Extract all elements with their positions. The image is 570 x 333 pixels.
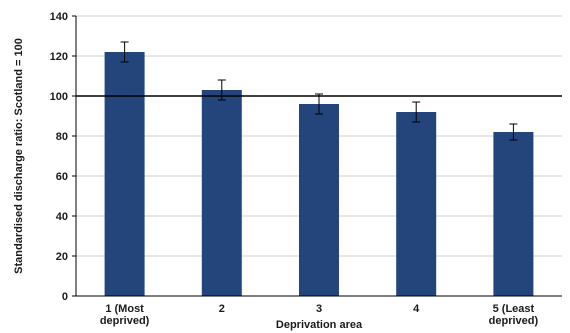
y-tick-labels: 0 20 40 60 80 100 120 140 (50, 11, 68, 303)
y-tick-label: 40 (56, 211, 68, 223)
error-bar (315, 93, 323, 115)
axes (72, 15, 562, 297)
y-tick-label: 140 (50, 11, 68, 23)
y-axis-title: Standardised discharge ratio: Scotland =… (13, 38, 25, 274)
x-category-label: 5 (Least deprived) (489, 303, 539, 327)
bars (104, 52, 534, 296)
x-category-labels: 1 (Most deprived) 2 3 4 5 (Least deprived) (100, 303, 539, 327)
bar (493, 132, 534, 296)
bar (201, 90, 242, 296)
y-tick-label: 120 (50, 51, 68, 63)
y-tick-label: 100 (50, 91, 68, 103)
x-category-label: 3 (316, 303, 322, 315)
x-axis-title: Deprivation area (276, 319, 363, 331)
error-bar (509, 123, 518, 141)
y-tick-label: 60 (56, 171, 68, 183)
y-tick-label: 20 (56, 251, 68, 263)
x-category-label: 1 (Most deprived) (100, 303, 150, 327)
x-category-label: 4 (413, 303, 420, 315)
bar (104, 52, 145, 296)
error-bar (120, 41, 129, 63)
x-category-label: 2 (219, 303, 225, 315)
y-tick-label: 80 (56, 131, 68, 143)
error-bar (412, 101, 421, 123)
bar (396, 112, 437, 296)
bar (299, 104, 339, 296)
y-tick-label: 0 (62, 291, 68, 303)
